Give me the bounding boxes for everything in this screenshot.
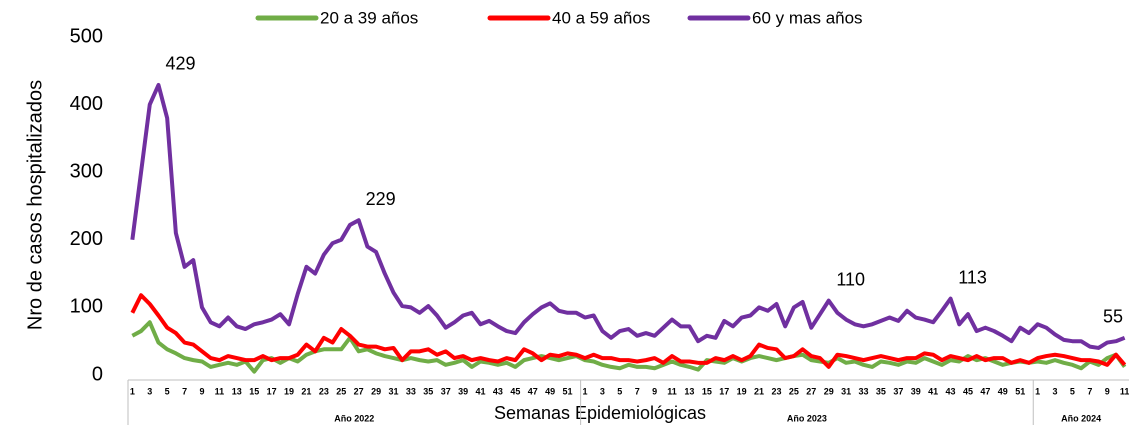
y-tick-label: 300 [70, 160, 103, 182]
y-axis-title: Nro de casos hospitalizados [24, 80, 46, 330]
series-line [130, 293, 1127, 369]
x-tick-label: 9 [1105, 386, 1110, 396]
group-label: Año 2023 [787, 413, 827, 423]
x-tick-label: 33 [406, 386, 416, 396]
x-tick-label: 7 [635, 386, 640, 396]
x-tick-label: 31 [388, 386, 398, 396]
x-tick-label: 23 [319, 386, 329, 396]
x-tick-label: 35 [423, 386, 433, 396]
legend-label: 40 a 59 años [552, 8, 650, 27]
x-tick-label: 43 [946, 386, 956, 396]
x-tick-label: 11 [1120, 386, 1129, 396]
data-label: 113 [958, 267, 987, 287]
x-tick-label: 37 [893, 386, 903, 396]
x-tick-label: 1 [130, 386, 135, 396]
x-tick-label: 7 [182, 386, 187, 396]
x-tick-label: 15 [249, 386, 259, 396]
x-tick-label: 39 [458, 386, 468, 396]
x-tick-label: 15 [702, 386, 712, 396]
x-tick-label: 19 [284, 386, 294, 396]
x-tick-label: 19 [737, 386, 747, 396]
x-tick-label: 7 [1087, 386, 1092, 396]
x-tick-label: 29 [371, 386, 381, 396]
y-tick-label: 400 [70, 93, 103, 115]
x-tick-label: 41 [928, 386, 938, 396]
x-tick-label: 35 [876, 386, 886, 396]
x-tick-label: 29 [824, 386, 834, 396]
group-label: Año 2022 [334, 413, 374, 423]
group-label: Año 2024 [1061, 413, 1101, 423]
legend-label: 20 a 39 años [320, 8, 418, 27]
x-tick-label: 27 [354, 386, 364, 396]
x-tick-label: 5 [1070, 386, 1075, 396]
x-tick-label: 9 [199, 386, 204, 396]
x-tick-label: 23 [771, 386, 781, 396]
x-tick-label: 1 [582, 386, 587, 396]
x-tick-label: 11 [667, 386, 677, 396]
x-tick-label: 31 [841, 386, 851, 396]
x-tick-label: 11 [215, 386, 225, 396]
y-tick-label: 200 [70, 228, 103, 250]
x-tick-label: 51 [563, 386, 573, 396]
x-tick-label: 51 [1015, 386, 1025, 396]
x-tick-label: 45 [510, 386, 520, 396]
x-tick-label: 17 [719, 386, 729, 396]
series-line [130, 83, 1126, 350]
x-tick-label: 41 [476, 386, 486, 396]
x-tick-label: 3 [600, 386, 605, 396]
y-tick-label: 100 [70, 296, 103, 318]
x-tick-label: 3 [147, 386, 152, 396]
x-tick-label: 27 [806, 386, 816, 396]
data-label: 429 [165, 54, 195, 74]
x-tick-label: 5 [165, 386, 170, 396]
x-tick-label: 21 [301, 386, 311, 396]
y-tick-label: 500 [70, 25, 103, 47]
x-tick-label: 1 [1035, 386, 1040, 396]
x-tick-label: 25 [336, 386, 346, 396]
data-label: 55 [1103, 307, 1123, 327]
x-tick-label: 37 [441, 386, 451, 396]
x-tick-label: 3 [1053, 386, 1058, 396]
legend-label: 60 y mas años [752, 8, 863, 27]
series-line [131, 320, 1127, 374]
x-tick-label: 5 [617, 386, 622, 396]
x-tick-label: 9 [652, 386, 657, 396]
x-tick-label: 45 [963, 386, 973, 396]
x-tick-label: 21 [754, 386, 764, 396]
x-tick-label: 39 [911, 386, 921, 396]
y-tick-label: 0 [92, 363, 103, 385]
data-label: 229 [366, 189, 396, 209]
x-tick-label: 49 [545, 386, 555, 396]
x-tick-label: 43 [493, 386, 503, 396]
x-tick-label: 47 [528, 386, 538, 396]
x-tick-label: 49 [998, 386, 1008, 396]
x-tick-label: 13 [684, 386, 694, 396]
x-tick-label: 25 [789, 386, 799, 396]
x-tick-label: 33 [859, 386, 869, 396]
data-label: 110 [836, 269, 865, 289]
x-tick-label: 17 [267, 386, 277, 396]
x-tick-label: 47 [980, 386, 990, 396]
x-axis-title: Semanas Epidemiológicas [494, 403, 706, 423]
x-tick-label: 13 [232, 386, 242, 396]
